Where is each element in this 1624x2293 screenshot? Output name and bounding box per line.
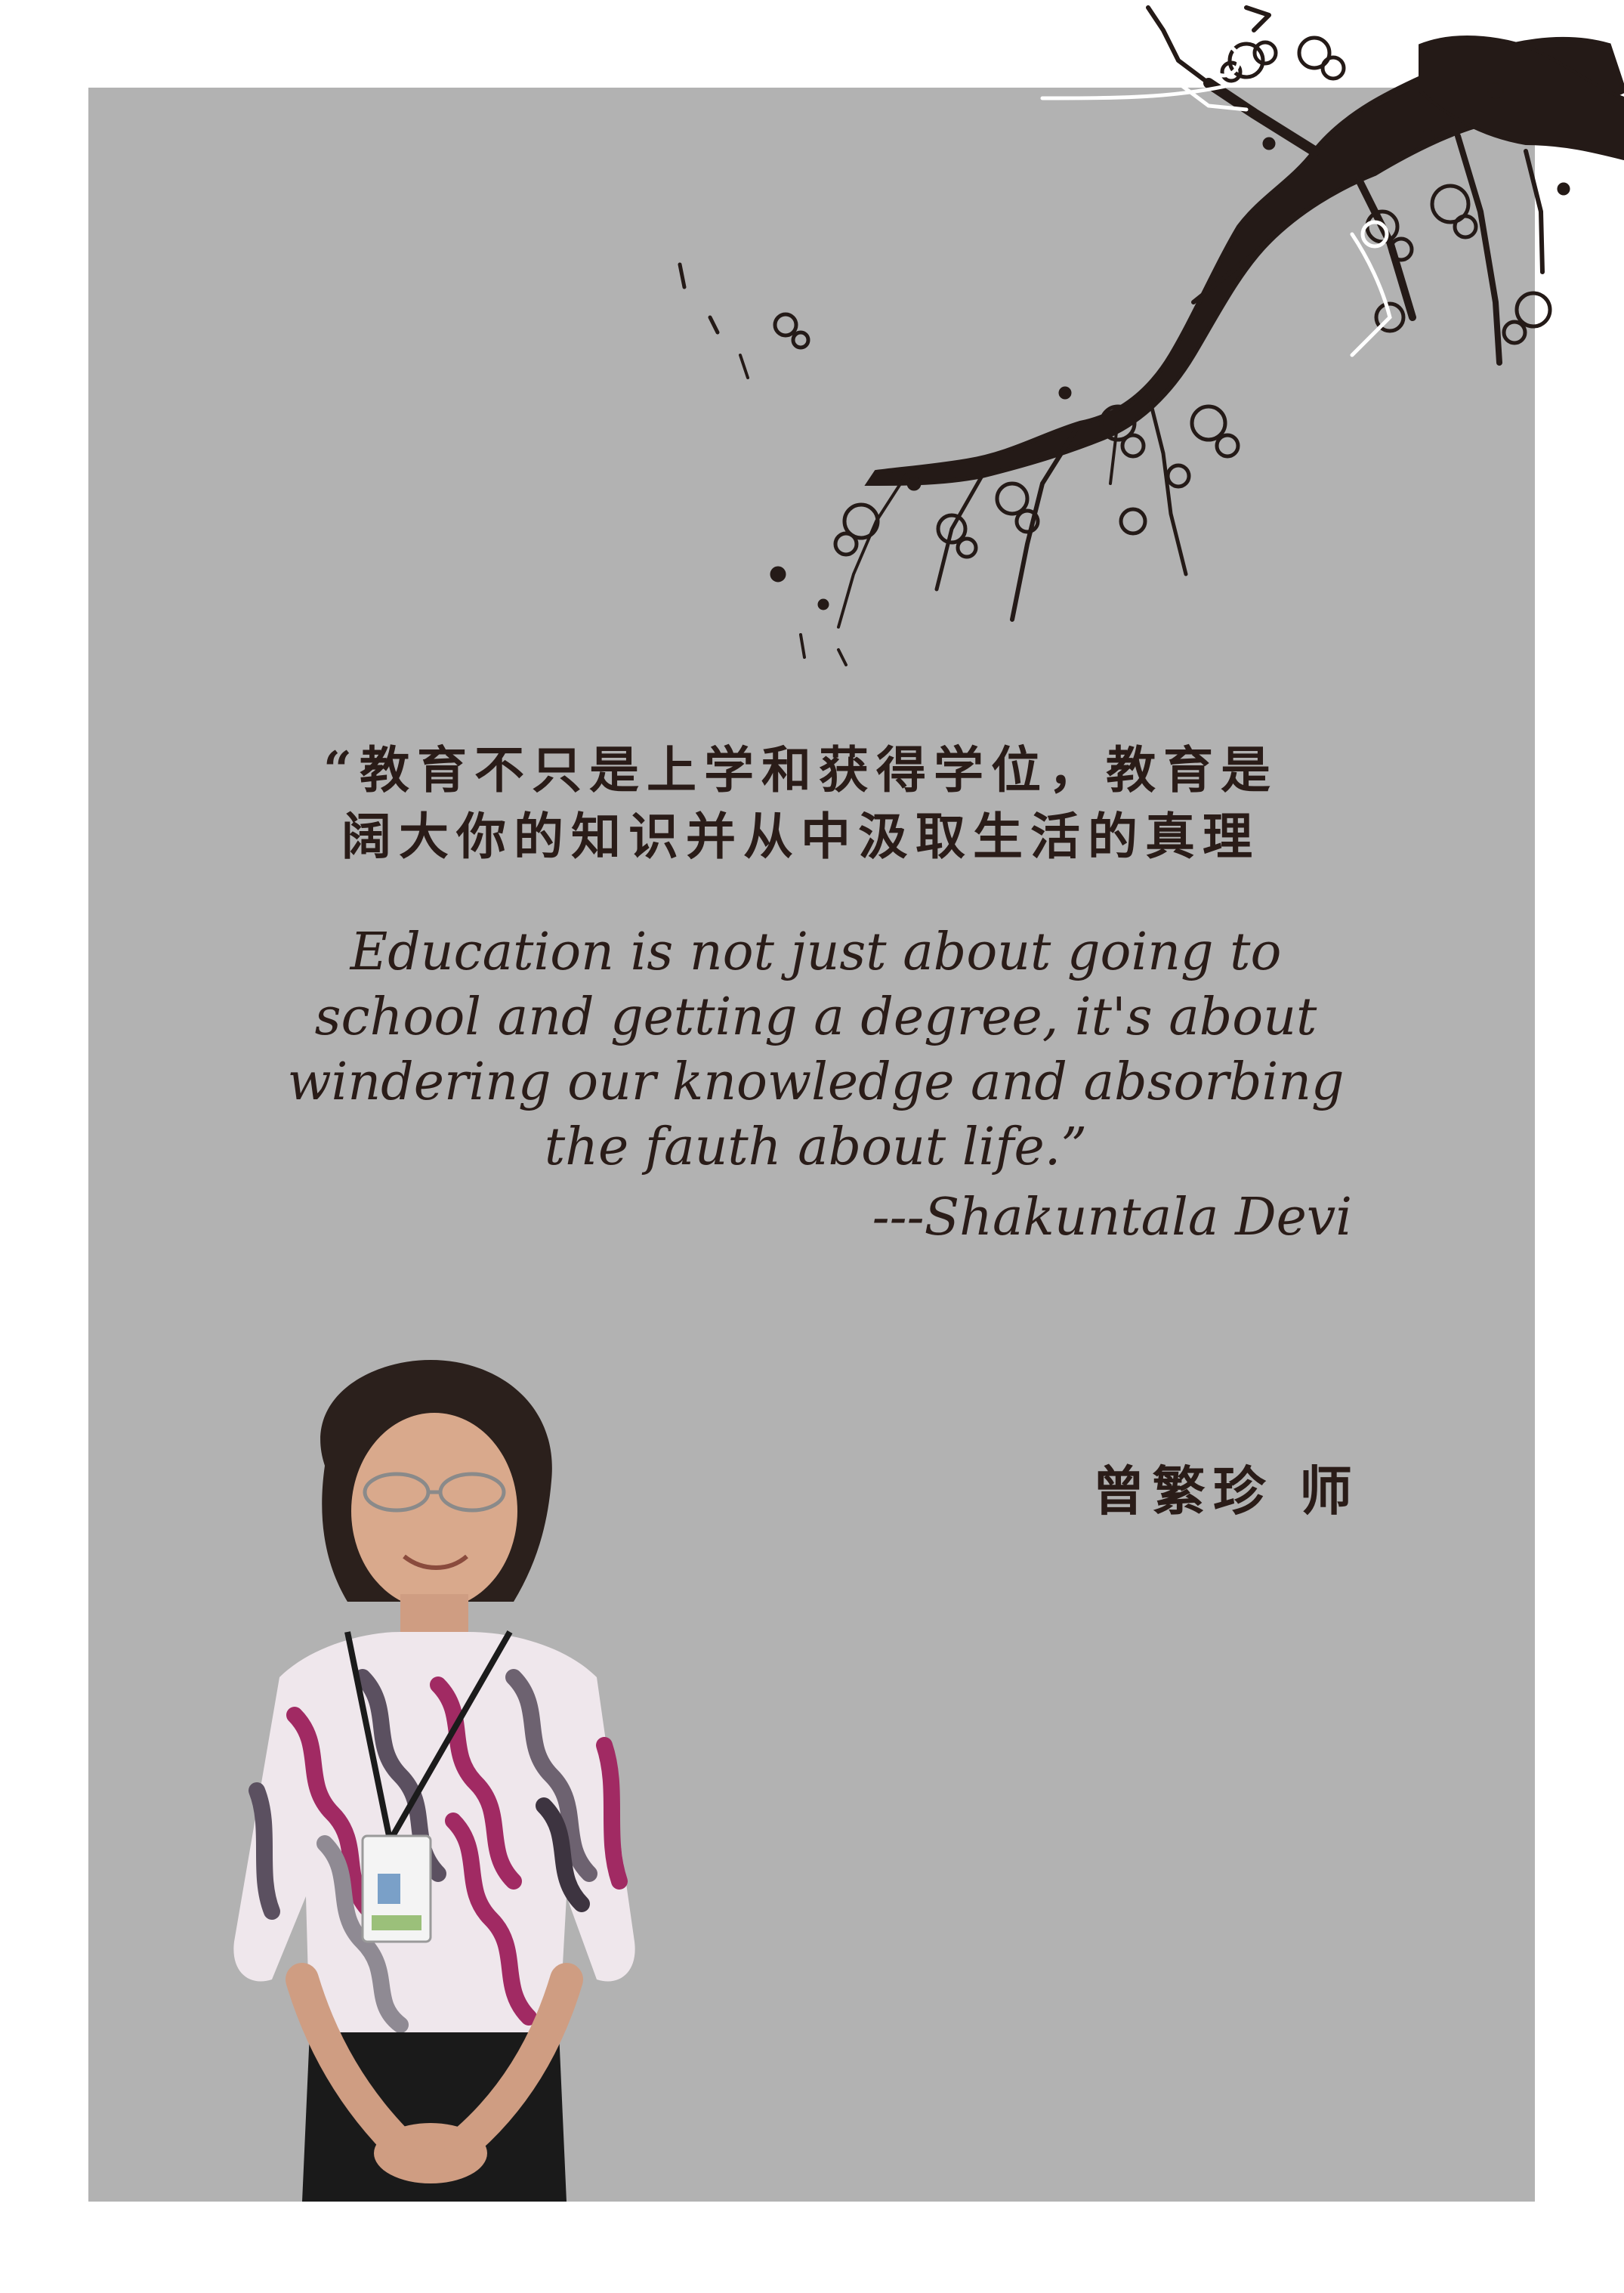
english-quote: Education is not just about going to sch…	[249, 920, 1382, 1180]
teacher-name: 曾繁珍 师	[1091, 1460, 1360, 1522]
chinese-quote-line-2: 阔大你的知识并从中汲取生活的真理	[341, 807, 1260, 866]
english-quote-line-3: windering our knowledge and absorbing	[287, 1052, 1345, 1112]
chinese-quote: “教育不只是上学和获得学位，教育是 阔大你的知识并从中汲取生活的真理	[196, 737, 1405, 870]
english-quote-line-4: the fauth about life.”	[544, 1117, 1088, 1177]
english-quote-line-2: school and getting a degree, it's about	[314, 987, 1317, 1047]
teacher-portrait	[233, 1360, 635, 2202]
chinese-quote-line-1: “教育不只是上学和获得学位，教育是	[323, 740, 1278, 799]
plum-blossom-branch-illustration	[678, 5, 1624, 666]
quote-author: ---Shakuntala Devi	[872, 1188, 1352, 1247]
english-quote-line-1: Education is not just about going to	[350, 922, 1282, 982]
